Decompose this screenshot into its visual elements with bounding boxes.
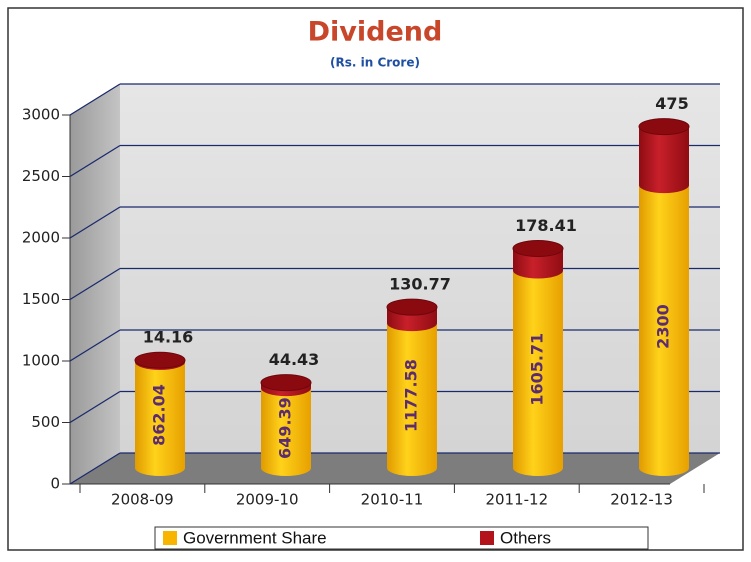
y-tick-label: 1000	[22, 352, 60, 370]
value-label: 649.39	[276, 397, 295, 459]
x-tick-label: 2008-09	[111, 491, 174, 509]
bar-segment-bottom	[639, 177, 689, 194]
chart-title: Dividend	[308, 17, 443, 48]
y-tick-label: 2000	[22, 229, 60, 247]
value-label: 130.77	[389, 275, 451, 294]
x-tick-label: 2011-12	[485, 491, 548, 509]
y-tick-label: 3000	[22, 106, 60, 124]
grid-line	[69, 390, 121, 424]
y-tick-label: 1500	[22, 290, 60, 308]
bar-segment-bottom	[135, 460, 185, 476]
bar-top	[638, 118, 690, 136]
y-tick-label: 500	[31, 413, 60, 431]
value-label: 1177.58	[402, 359, 421, 432]
bar-segment-bottom	[261, 460, 311, 476]
value-label: 475	[655, 94, 688, 113]
bar-segment-bottom	[513, 460, 563, 476]
grid-line	[69, 452, 121, 485]
x-tick-label: 2009-10	[236, 491, 299, 509]
bar-top	[134, 351, 186, 369]
grid-line	[69, 144, 121, 178]
bar-segment	[639, 185, 689, 468]
value-label: 44.43	[269, 350, 320, 369]
bar-segment-bottom	[387, 460, 437, 476]
y-tick-label: 2500	[22, 167, 60, 185]
legend-swatch	[163, 531, 177, 545]
value-label: 2300	[654, 304, 673, 349]
value-label: 1605.71	[528, 333, 547, 406]
legend-label: Others	[500, 528, 551, 547]
bar-segment-bottom	[513, 262, 563, 279]
chart-subtitle: (Rs. in Crore)	[330, 56, 420, 70]
grid-line	[69, 267, 121, 301]
value-label: 862.04	[150, 384, 169, 446]
bar-top	[386, 298, 438, 316]
value-label: 14.16	[143, 328, 194, 347]
grid-line	[69, 206, 121, 239]
bar-segment	[261, 388, 311, 468]
value-label: 178.41	[515, 216, 577, 235]
bar-top	[260, 374, 312, 392]
bar-segment	[135, 361, 185, 468]
x-tick-label: 2010-11	[361, 491, 424, 509]
legend-label: Government Share	[183, 528, 327, 547]
x-tick-label: 2012-13	[610, 491, 673, 509]
bar-top	[512, 240, 564, 258]
y-tick-label: 0	[50, 475, 60, 493]
legend	[154, 526, 649, 550]
legend-swatch	[480, 531, 494, 545]
bar-segment	[513, 270, 563, 468]
bar-segment-bottom	[639, 460, 689, 476]
grid-line	[69, 329, 121, 362]
bar-segment	[387, 323, 437, 468]
grid-line	[69, 83, 121, 116]
bar-segment-bottom	[387, 315, 437, 332]
bar-segment	[639, 126, 689, 186]
